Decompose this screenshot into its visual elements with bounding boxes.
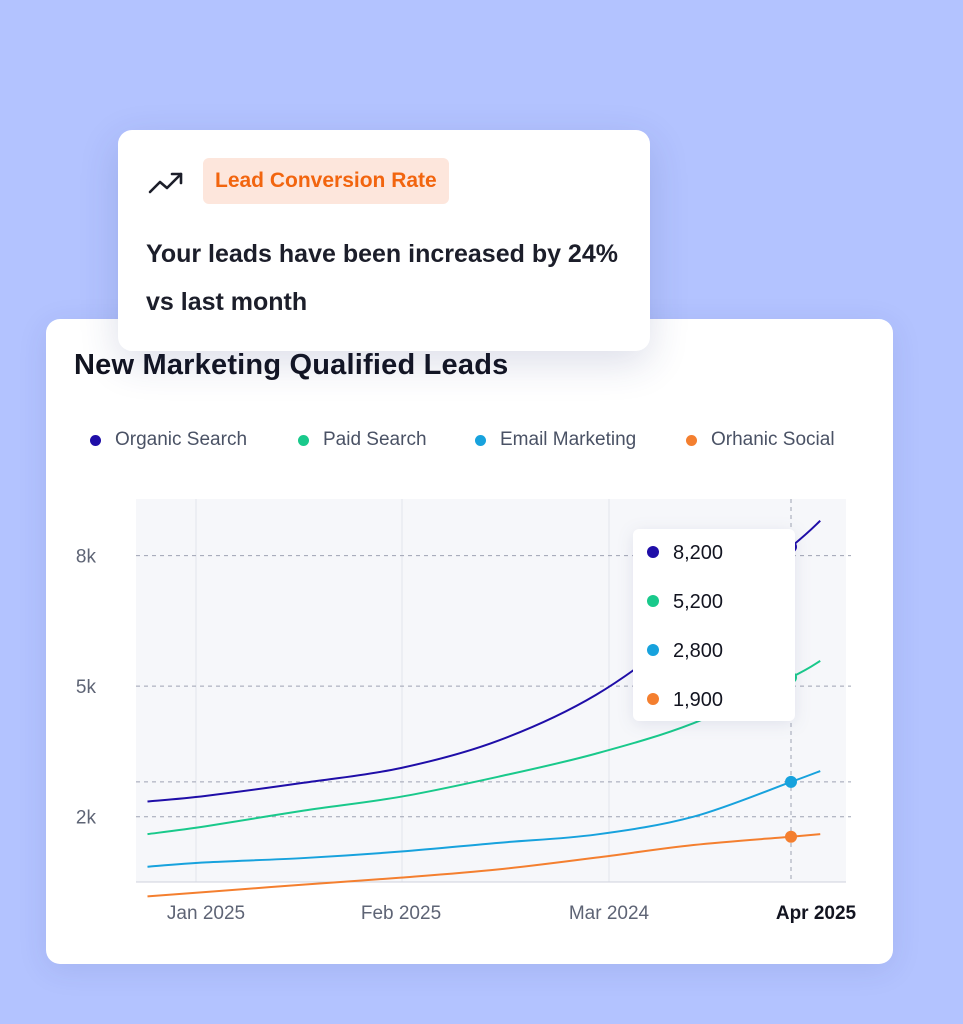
tooltip-dot-icon xyxy=(647,595,659,607)
y-tick-label: 2k xyxy=(76,808,97,829)
y-tick-label: 8k xyxy=(76,547,97,568)
legend-label: Paid Search xyxy=(323,429,427,450)
chart-legend: Organic Search Paid Search Email Marketi… xyxy=(90,429,890,455)
legend-label: Orhanic Social xyxy=(711,429,835,450)
legend-item-organic-search[interactable]: Organic Search xyxy=(90,429,247,451)
x-tick-label: Feb 2025 xyxy=(361,903,441,924)
chart-card: New Marketing Qualified Leads Organic Se… xyxy=(46,319,893,964)
legend-dot-icon xyxy=(686,434,697,446)
tooltip-value: 5,200 xyxy=(673,591,723,613)
legend-dot-icon xyxy=(298,434,309,446)
legend-item-orhanic-social[interactable]: Orhanic Social xyxy=(686,429,835,451)
legend-label: Email Marketing xyxy=(500,429,637,450)
x-tick-label: Apr 2025 xyxy=(776,903,857,924)
legend-label: Organic Search xyxy=(115,429,248,450)
lead-conversion-badge: Lead Conversion Rate xyxy=(203,158,449,204)
x-tick-label: Jan 2025 xyxy=(167,903,245,924)
tooltip-dot-icon xyxy=(647,693,659,705)
tooltip-value: 2,800 xyxy=(673,640,723,662)
chart-title: New Marketing Qualified Leads xyxy=(74,349,509,381)
data-point-marker[interactable] xyxy=(785,775,797,788)
trending-up-icon xyxy=(148,172,183,194)
legend-item-paid-search[interactable]: Paid Search xyxy=(298,429,427,451)
x-tick-label: Mar 2024 xyxy=(569,903,650,924)
series-line-orhanic-social xyxy=(147,833,821,898)
line-chart: 8k 5k 2k Jan 2025 Feb 2025 Mar 2024 Apr 2025 8,… xyxy=(76,499,857,924)
tooltip-box xyxy=(633,529,795,721)
tooltip-value: 1,900 xyxy=(673,689,723,711)
tooltip-dot-icon xyxy=(647,644,659,656)
legend-item-email-marketing[interactable]: Email Marketing xyxy=(475,429,636,451)
series-line-email-marketing xyxy=(147,770,821,868)
legend-dot-icon xyxy=(475,434,486,446)
data-point-marker[interactable] xyxy=(785,830,797,843)
y-tick-label: 5k xyxy=(76,677,97,698)
tooltip-dot-icon xyxy=(647,546,659,558)
legend-dot-icon xyxy=(90,434,101,446)
tooltip-value: 8,200 xyxy=(673,542,723,564)
headline-text: Your leads have been increased by 24% vs… xyxy=(146,240,618,316)
headline-card: Lead Conversion Rate Your leads have bee… xyxy=(118,130,650,351)
